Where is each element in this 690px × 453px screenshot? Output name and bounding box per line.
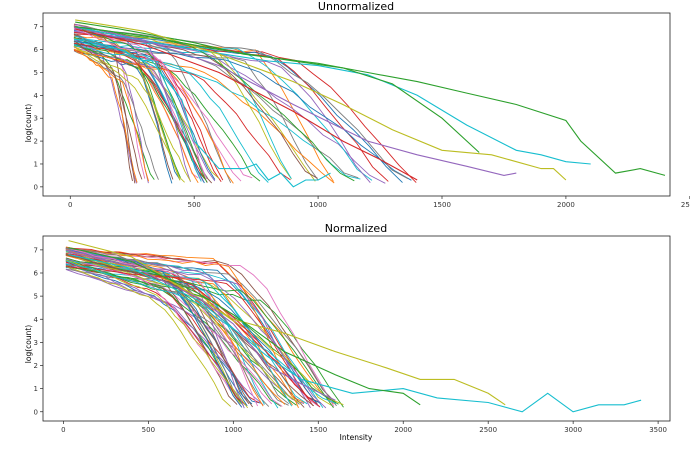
bundle-line <box>65 249 327 409</box>
bundle-line <box>65 260 337 404</box>
x-axis-label-normalized: Intensity <box>340 433 373 442</box>
x-tick-label: 1000 <box>309 201 327 209</box>
x-tick-label: 1500 <box>433 201 451 209</box>
bundle-line <box>65 258 242 408</box>
x-tick-label: 1000 <box>224 426 242 434</box>
x-tick-label: 3000 <box>564 426 582 434</box>
y-tick-label: 7 <box>34 23 38 31</box>
y-tick-label: 2 <box>34 138 38 146</box>
y-tick-label: 5 <box>34 69 38 77</box>
y-tick-label: 0 <box>34 408 38 416</box>
bundle-line <box>65 253 253 408</box>
bundle-line <box>73 36 181 178</box>
bundle-line <box>73 48 150 182</box>
y-tick-label: 2 <box>34 362 38 370</box>
x-tick-label: 0 <box>68 201 72 209</box>
y-tick-label: 6 <box>34 270 39 278</box>
x-tick-label: 0 <box>61 426 65 434</box>
y-axis-label-unnormalized: log(count) <box>24 104 33 143</box>
y-tick-label: 5 <box>34 293 38 301</box>
bundle-line <box>65 263 262 404</box>
bundle-line <box>73 45 335 184</box>
bundle-line <box>73 48 234 184</box>
x-tick-label: 1500 <box>309 426 327 434</box>
x-tick-label: 500 <box>142 426 155 434</box>
bundle-line <box>73 25 409 180</box>
bundle-line <box>73 50 159 180</box>
series-line-olive-long <box>68 240 506 406</box>
bundle-line <box>73 41 292 179</box>
bundle-line <box>65 259 244 406</box>
y-tick-label: 4 <box>34 316 39 324</box>
bundle-line <box>73 40 412 181</box>
ticks-normalized: 0 500 1000 1500 2000 2500 3000 3500 0 1 2 3 4 5 6 7 <box>34 246 667 434</box>
x-tick-label: 2500 <box>681 201 690 209</box>
plot-unnormalized: Unnormalized log(count) 0 500 1000 1500 2000… <box>24 0 690 209</box>
bundle-line <box>65 247 259 407</box>
lines-normalized <box>65 240 642 413</box>
bundle-line <box>73 34 334 182</box>
bundle-line <box>65 255 332 406</box>
bundle-line <box>65 266 232 407</box>
y-tick-label: 7 <box>34 246 38 254</box>
series-line-green-mid <box>68 247 421 406</box>
bundle-line <box>65 260 308 405</box>
x-tick-label: 500 <box>187 201 200 209</box>
bundle-line <box>73 37 149 184</box>
series-line-olive-long <box>75 19 567 181</box>
bundle-line <box>73 45 138 183</box>
y-tick-label: 6 <box>34 46 39 54</box>
x-tick-label: 2000 <box>557 201 575 209</box>
x-tick-label: 2500 <box>479 426 497 434</box>
x-tick-label: 3500 <box>649 426 667 434</box>
y-tick-label: 1 <box>34 160 38 168</box>
bundle-line <box>73 26 355 182</box>
bundle-line <box>73 40 155 180</box>
series-line-cyan-short <box>75 35 331 188</box>
bundle-line <box>65 249 300 405</box>
bundle-line <box>65 253 302 404</box>
plot-frame-unnormalized <box>42 12 671 197</box>
y-tick-label: 4 <box>34 92 39 100</box>
bundle-line <box>73 38 202 182</box>
series-line-purple-mid <box>68 251 336 401</box>
bundle-line <box>65 248 270 407</box>
series-line-cyan-long <box>75 26 591 165</box>
bundle-line <box>65 248 299 408</box>
bundle-line <box>73 25 199 184</box>
bundle-line <box>73 45 269 183</box>
plot-frame-normalized <box>42 235 671 422</box>
y-axis-label-normalized: log(count) <box>24 325 33 364</box>
ticks-unnormalized: 0 500 1000 1500 2000 2500 0 1 2 3 4 5 6 7 <box>34 23 690 209</box>
bundle-line <box>65 266 246 406</box>
chart-title-unnormalized: Unnormalized <box>318 0 394 13</box>
bundle-line <box>65 257 334 408</box>
bundle-line <box>73 26 191 182</box>
bundle-line <box>73 43 216 180</box>
series-line-green-long <box>75 21 666 176</box>
x-tick-label: 2000 <box>394 426 412 434</box>
series-line-green-mid <box>75 26 480 153</box>
bundle-line <box>65 265 339 405</box>
plot-normalized: Normalized log(count) 0 500 1000 1500 2000 25… <box>24 222 671 442</box>
y-tick-label: 3 <box>34 339 38 347</box>
chart-title-normalized: Normalized <box>325 222 387 235</box>
bundle-line <box>73 28 208 180</box>
y-tick-label: 3 <box>34 115 38 123</box>
bundle-line <box>65 249 335 407</box>
y-tick-label: 1 <box>34 385 38 393</box>
series-line-cyan-long <box>68 253 642 413</box>
bundle-line <box>73 45 191 182</box>
series-line-red-mid <box>75 28 418 181</box>
bundle-line <box>65 261 247 406</box>
y-tick-label: 0 <box>34 183 38 191</box>
series-line-purple-long <box>75 23 517 176</box>
bundle-line <box>73 46 185 183</box>
lines-unnormalized <box>73 19 666 188</box>
bundle-line <box>73 40 143 180</box>
